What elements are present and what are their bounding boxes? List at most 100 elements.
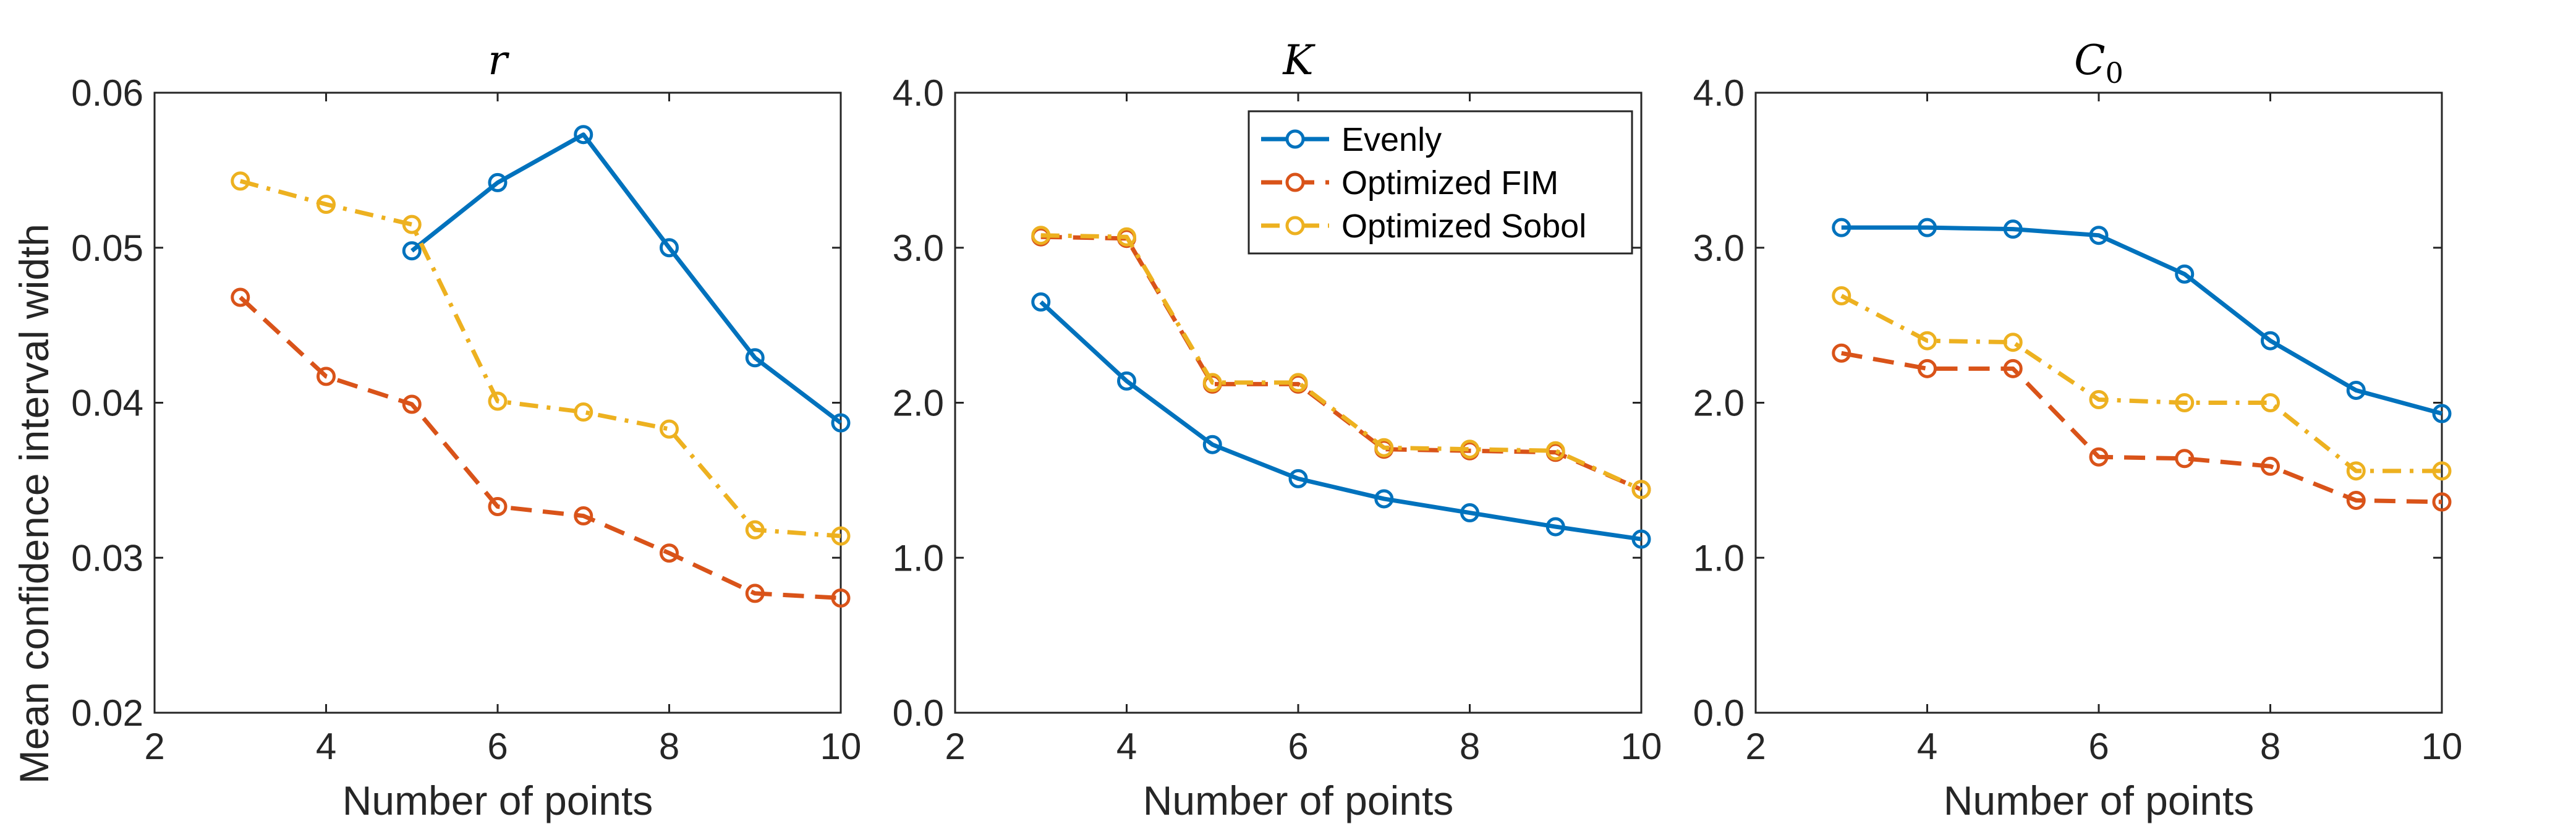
x-tick-label: 10 bbox=[1621, 726, 1662, 767]
y-tick-label: 2.0 bbox=[893, 383, 944, 424]
data-point bbox=[574, 125, 593, 145]
data-point bbox=[2089, 389, 2109, 409]
data-point bbox=[402, 394, 422, 414]
y-tick-label: 0.0 bbox=[893, 692, 944, 734]
series-optimized-fim bbox=[231, 287, 851, 608]
data-point bbox=[1918, 331, 1937, 350]
data-point bbox=[2089, 447, 2109, 467]
data-point bbox=[1631, 529, 1651, 549]
series-evenly bbox=[1832, 218, 2452, 423]
y-tick-label: 4.0 bbox=[1693, 72, 1745, 114]
series-optimized-sobol bbox=[1832, 286, 2452, 481]
x-tick-label: 4 bbox=[1116, 726, 1137, 767]
x-tick-label: 10 bbox=[820, 726, 862, 767]
series-line-evenly bbox=[1039, 300, 1642, 542]
legend-label-optimized-fim: Optimized FIM bbox=[1341, 164, 1558, 202]
data-point bbox=[2003, 359, 2023, 378]
data-point bbox=[402, 214, 422, 234]
y-tick-label: 2.0 bbox=[1693, 383, 1745, 424]
series-evenly bbox=[1031, 292, 1651, 549]
legend-marker-optimized-fim bbox=[1285, 172, 1305, 192]
series-line-optimized-sobol bbox=[1840, 294, 2442, 474]
data-point bbox=[1460, 503, 1479, 523]
y-tick-label: 0.05 bbox=[71, 227, 143, 269]
legend-label-optimized-sobol: Optimized Sobol bbox=[1341, 208, 1586, 245]
x-tick-label: 6 bbox=[487, 726, 508, 767]
x-tick-label: 8 bbox=[659, 726, 679, 767]
panel-title: r bbox=[488, 36, 509, 84]
legend: Evenly Optimized FIM Optimized Sobol bbox=[1248, 110, 1633, 255]
data-point bbox=[1918, 218, 1937, 237]
x-axis-label: Number of points bbox=[1143, 778, 1454, 823]
y-tick-label: 0.0 bbox=[1693, 692, 1745, 734]
y-tick-label: 1.0 bbox=[893, 537, 944, 579]
data-point bbox=[745, 348, 765, 368]
data-point bbox=[831, 526, 851, 546]
panel-2: 2 4 6 8 10 0.0 1.0 2.0 3.0 4.0 Number of points K Ev… bbox=[893, 36, 1662, 823]
data-point bbox=[1918, 359, 1937, 378]
series-line-optimized-fim bbox=[1040, 234, 1643, 492]
x-tick-label: 10 bbox=[2421, 726, 2463, 767]
data-point bbox=[1374, 489, 1394, 509]
x-tick-label: 8 bbox=[2260, 726, 2281, 767]
panel-title: K bbox=[1282, 36, 1316, 84]
data-point bbox=[2261, 393, 2280, 412]
data-point bbox=[2432, 461, 2452, 481]
data-point bbox=[1288, 373, 1308, 393]
series-optimized-sobol bbox=[231, 171, 851, 546]
panel-1: 2 4 6 8 10 0.02 0.03 0.04 0.05 0.06 Number of poin… bbox=[71, 36, 861, 823]
legend-label-evenly: Evenly bbox=[1341, 121, 1442, 158]
data-point bbox=[831, 413, 851, 433]
data-point bbox=[402, 241, 422, 261]
x-tick-label: 2 bbox=[1745, 726, 1766, 767]
x-tick-label: 8 bbox=[1460, 726, 1480, 767]
data-point bbox=[660, 419, 679, 439]
data-point bbox=[660, 543, 679, 563]
series-optimized-fim bbox=[1832, 343, 2452, 512]
x-tick-label: 2 bbox=[945, 726, 965, 767]
data-point bbox=[1545, 517, 1565, 537]
x-tick-label: 6 bbox=[1288, 726, 1308, 767]
plot-area bbox=[1754, 91, 2443, 714]
data-point bbox=[2089, 226, 2109, 245]
y-tick-label: 0.03 bbox=[71, 537, 143, 579]
data-point bbox=[231, 287, 250, 307]
data-point bbox=[1832, 286, 1851, 305]
data-point bbox=[745, 520, 765, 540]
y-tick-label: 3.0 bbox=[893, 227, 944, 269]
y-tick-label: 0.04 bbox=[71, 383, 143, 424]
data-point bbox=[574, 402, 593, 422]
series-line-optimized-sobol bbox=[1040, 233, 1643, 492]
panel-title-subscript: 0 bbox=[2106, 56, 2123, 90]
data-point bbox=[317, 195, 336, 214]
panel-title-main: C bbox=[2074, 36, 2106, 84]
data-point bbox=[1545, 441, 1565, 461]
y-tick-label: 3.0 bbox=[1693, 227, 1745, 269]
y-tick-label: 0.06 bbox=[71, 72, 143, 114]
series-line-optimized-fim bbox=[1841, 350, 2442, 504]
data-point bbox=[1117, 371, 1136, 391]
data-point bbox=[574, 506, 593, 526]
data-point bbox=[1460, 440, 1479, 459]
data-point bbox=[1832, 218, 1851, 237]
series-line-evenly bbox=[410, 132, 843, 425]
data-point bbox=[2261, 331, 2280, 350]
x-tick-label: 4 bbox=[1917, 726, 1937, 767]
data-point bbox=[745, 584, 765, 603]
panel-title: C0 bbox=[2074, 36, 2123, 90]
series-evenly bbox=[402, 125, 851, 433]
y-tick-label: 1.0 bbox=[1693, 537, 1745, 579]
series-optimized-sobol bbox=[1031, 226, 1651, 499]
legend-marker-optimized-sobol bbox=[1285, 216, 1305, 236]
data-point bbox=[1832, 343, 1851, 363]
data-point bbox=[1374, 438, 1394, 457]
data-point bbox=[1202, 373, 1222, 393]
panel-3: 2 4 6 8 10 0.0 1.0 2.0 3.0 4.0 Number of points C0 bbox=[1693, 36, 2463, 823]
data-point bbox=[2175, 393, 2195, 412]
data-point bbox=[1031, 292, 1051, 312]
data-point bbox=[1202, 435, 1222, 454]
data-point bbox=[2261, 456, 2280, 476]
legend-marker-evenly bbox=[1285, 129, 1305, 149]
